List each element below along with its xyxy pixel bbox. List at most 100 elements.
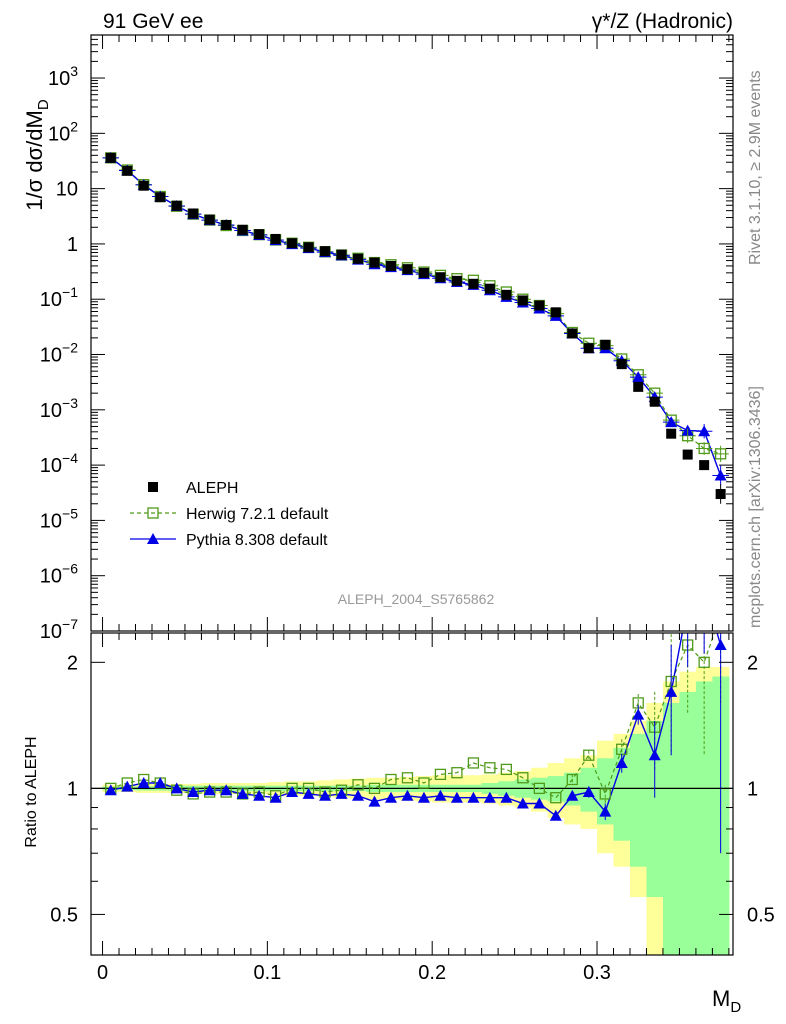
legend: ALEPH Herwig 7.2.1 default Pythia 8.308 …: [130, 480, 329, 549]
ratio-pythia-marker: [203, 784, 216, 796]
main-y-tick-base: 10: [40, 289, 62, 311]
ratio-band-green: [679, 691, 697, 955]
aleph-marker: [188, 208, 199, 219]
aleph-marker: [105, 152, 116, 163]
ratio-band-green: [646, 720, 664, 898]
aleph-marker: [122, 165, 133, 176]
main-y-tick-base: 10: [40, 566, 62, 588]
main-y-tick-base: 10: [40, 455, 62, 477]
ratio-pythia-marker: [714, 638, 727, 650]
main-y-tick-exponent: −2: [62, 340, 78, 356]
main-y-tick-base: 10: [40, 510, 62, 532]
main-y-tick-label: 10−3: [40, 395, 78, 422]
ratio-pythia-marker: [384, 791, 397, 803]
aleph-marker: [402, 264, 413, 275]
ratio-pythia-marker: [665, 685, 678, 697]
ratio-pythia-marker: [417, 791, 430, 803]
main-y-tick-base: 10: [40, 621, 62, 643]
aleph-marker: [336, 249, 347, 260]
ratio-pythia-marker: [121, 780, 134, 792]
ratio-band-green: [695, 681, 713, 955]
main-y-tick-label: 10−2: [40, 340, 78, 367]
ratio-pythia-marker: [302, 787, 315, 799]
main-y-tick-base: 10: [48, 123, 70, 145]
aleph-marker: [369, 257, 380, 268]
pythia-marker: [632, 371, 645, 383]
ratio-y-tick-label-left: 2: [67, 652, 78, 674]
analysis-id-label: ALEPH_2004_S5765862: [338, 591, 495, 607]
aleph-marker: [600, 339, 611, 350]
aleph-marker: [468, 278, 479, 289]
aleph-marker: [484, 283, 495, 294]
ratio-y-tick-label-right: 0.5: [747, 904, 775, 926]
x-axis-label-prefix: M: [712, 986, 730, 1011]
ratio-herwig-marker: [550, 792, 562, 804]
main-y-tick-exponent: −6: [62, 561, 78, 577]
main-y-tick-label: 10−4: [40, 450, 78, 477]
aleph-marker: [270, 233, 281, 244]
ratio-herwig-marker: [716, 610, 726, 620]
ratio-pythia-marker: [434, 789, 447, 801]
legend-label-aleph: ALEPH: [186, 480, 238, 497]
main-y-tick-label: 10: [56, 179, 78, 201]
aleph-marker: [385, 260, 396, 271]
ratio-y-tick-label-left: 0.5: [50, 904, 78, 926]
ratio-pythia-marker: [137, 776, 150, 788]
ratio-y-tick-label-right: 1: [747, 778, 758, 800]
ratio-herwig-marker: [698, 656, 710, 668]
ratio-pythia-marker: [582, 786, 595, 798]
legend-label-pythia: Pythia 8.308 default: [186, 532, 328, 549]
ratio-herwig-marker: [467, 757, 480, 769]
ratio-pythia-marker: [533, 797, 546, 809]
ratio-pythia-marker: [500, 791, 513, 803]
aleph-marker: [550, 307, 561, 318]
aleph-marker: [451, 275, 462, 286]
main-y-tick-label: 1: [67, 234, 78, 256]
main-y-tick-label: 103: [48, 63, 78, 90]
aleph-marker: [320, 246, 331, 257]
ratio-herwig-marker: [566, 773, 578, 786]
main-y-tick-exponent: 3: [70, 63, 78, 79]
ratio-band-green: [629, 733, 647, 867]
main-y-tick-base: 10: [56, 179, 78, 201]
ratio-herwig-marker: [500, 763, 513, 776]
herwig-line: [110, 157, 721, 455]
ratio-pythia-marker: [368, 795, 381, 807]
ratio-pythia-marker: [599, 805, 612, 817]
main-y-tick-label: 10−5: [40, 505, 78, 532]
ratio-y-tick-label-left: 1: [67, 778, 78, 800]
ratio-pythia-marker: [220, 784, 233, 796]
main-y-tick-exponent: −7: [62, 616, 78, 632]
aleph-marker: [616, 359, 627, 370]
pythia-line: [110, 157, 722, 476]
main-y-tick-base: 10: [40, 345, 62, 367]
header-right-label: γ*/Z (Hadronic): [592, 10, 733, 33]
ratio-herwig-marker: [484, 762, 496, 774]
ratio-pythia-marker: [648, 749, 661, 761]
aleph-marker: [682, 449, 693, 460]
ratio-pythia-marker: [319, 789, 332, 801]
header-left-label: 91 GeV ee: [103, 10, 203, 33]
ratio-pythia-marker: [286, 786, 299, 798]
ratio-pythia-marker: [682, 598, 694, 609]
main-y-tick-exponent: 2: [70, 118, 78, 134]
ratio-herwig-marker: [352, 779, 364, 791]
x-tick-label: 0.1: [253, 962, 281, 984]
x-tick-label: 0.2: [418, 962, 446, 984]
ratio-herwig-marker: [368, 782, 381, 795]
x-tick-label: 0: [97, 962, 108, 984]
ratio-pythia-marker: [467, 791, 480, 803]
main-y-tick-exponent: −4: [62, 450, 78, 466]
aleph-marker: [254, 229, 265, 240]
ratio-herwig-marker: [533, 782, 545, 795]
ratio-pythia-marker: [170, 782, 183, 794]
aleph-marker: [534, 300, 545, 311]
ratio-pythia-marker: [698, 583, 710, 594]
main-y-tick-label: 10−1: [40, 284, 78, 311]
x-tick-label: 0.3: [583, 962, 611, 984]
ratio-pythia-marker: [632, 708, 645, 720]
aleph-marker: [649, 396, 660, 407]
aleph-marker: [171, 200, 182, 211]
aleph-marker: [435, 272, 446, 283]
main-y-axis-label-prefix: 1/σ dσ/dM: [22, 110, 47, 211]
